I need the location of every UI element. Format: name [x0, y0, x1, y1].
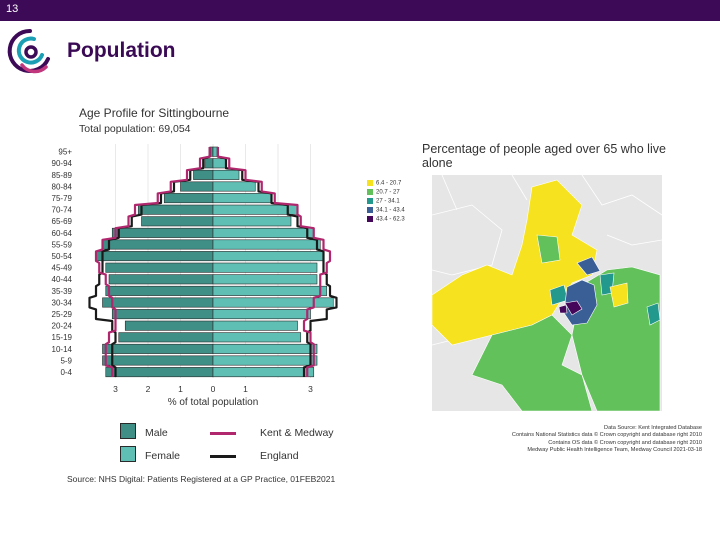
- y-tick-label: 5-9: [60, 356, 72, 365]
- y-tick-label: 55-59: [52, 240, 73, 249]
- bar-male: [124, 320, 214, 331]
- map-credit-line: Contains OS data © Crown copyright and d…: [548, 439, 702, 446]
- legend-male-swatch: [120, 423, 136, 439]
- bar-female: [212, 239, 321, 250]
- x-tick-label: 2: [146, 384, 151, 394]
- bar-male: [105, 367, 214, 378]
- pyramid-subtitle: Total population: 69,054: [79, 123, 191, 135]
- bar-female: [212, 262, 318, 273]
- legend-kent-medway-line: [210, 432, 236, 435]
- pyramid-title: Age Profile for Sittingbourne: [79, 106, 230, 120]
- bar-male: [102, 355, 214, 366]
- bar-female: [212, 320, 298, 331]
- line-england-right: [216, 147, 338, 377]
- y-tick-label: 45-49: [52, 264, 73, 273]
- y-tick-label: 10-14: [52, 345, 73, 354]
- map-legend: 6.4 - 20.7 20.7 - 27 27 - 34.1 34.1 - 43…: [367, 180, 417, 228]
- map-legend-item: 43.4 - 62.3: [367, 216, 405, 223]
- bar-male: [193, 169, 214, 180]
- map-legend-item: 27 - 34.1: [367, 198, 400, 205]
- bar-female: [212, 181, 256, 192]
- bar-male: [108, 274, 214, 285]
- y-tick-label: 75-79: [52, 194, 73, 203]
- bar-female: [212, 274, 318, 285]
- bar-female: [212, 193, 272, 204]
- map-credits: Data Source: Kent Integrated Database Co…: [462, 425, 702, 455]
- x-tick-label: 1: [243, 384, 248, 394]
- y-tick-label: 65-69: [52, 217, 73, 226]
- map-title: Percentage of people aged over 65 who li…: [422, 142, 666, 170]
- y-tick-label: 85-89: [52, 171, 73, 180]
- bar-male: [105, 285, 214, 296]
- bar-male: [102, 239, 214, 250]
- logo-icon: [7, 28, 50, 74]
- legend-female-swatch: [120, 446, 136, 462]
- y-tick-label: 20-24: [52, 322, 73, 331]
- map-legend-item: 20.7 - 27: [367, 189, 400, 196]
- bar-male: [163, 193, 214, 204]
- bar-male: [118, 332, 214, 343]
- bar-male: [95, 251, 214, 262]
- bar-male: [111, 227, 214, 238]
- bar-male: [105, 262, 214, 273]
- bar-male: [180, 181, 214, 192]
- page-title: Population: [67, 39, 176, 62]
- line-kent-medway-right: [216, 147, 332, 377]
- pyramid-source: Source: NHS Digital: Patients Registered…: [67, 474, 336, 484]
- bar-male: [111, 309, 214, 320]
- x-tick-label: 3: [113, 384, 118, 394]
- y-tick-label: 60-64: [52, 229, 73, 238]
- population-pyramid-chart: 0-4 5-9 10-14 15-19 20-24 25-29 30-34 35-39 40-4…: [52, 144, 338, 408]
- y-tick-label: 25-29: [52, 310, 73, 319]
- y-tick-label: 0-4: [60, 368, 72, 377]
- legend-female-label: Female: [145, 450, 181, 462]
- y-tick-label: 70-74: [52, 206, 73, 215]
- bar-female: [212, 367, 315, 378]
- bar-female: [212, 227, 315, 238]
- y-tick-label: 40-44: [52, 275, 73, 284]
- y-tick-label: 90-94: [52, 159, 73, 168]
- map-credit-line: Data Source: Kent Integrated Database: [604, 425, 702, 431]
- bar-female: [212, 309, 311, 320]
- bar-male: [204, 158, 214, 169]
- y-tick-label: 80-84: [52, 182, 73, 191]
- choropleth-map: [432, 175, 662, 411]
- y-tick-label: 30-34: [52, 298, 73, 307]
- bar-female: [212, 343, 318, 354]
- map-credit-line: Medway Public Health Intelligence Team, …: [527, 447, 702, 454]
- bar-male: [141, 216, 214, 227]
- x-tick-label: 0: [211, 384, 216, 394]
- map-legend-item: 6.4 - 20.7: [367, 180, 401, 187]
- bar-female: [212, 204, 298, 215]
- bar-female: [212, 251, 324, 262]
- bar-male: [102, 343, 214, 354]
- top-bar: 13: [0, 0, 720, 21]
- y-tick-label: 50-54: [52, 252, 73, 261]
- legend-kent-medway-label: Kent & Medway: [260, 427, 334, 439]
- x-tick-label: 1: [178, 384, 183, 394]
- y-tick-label: 35-39: [52, 287, 73, 296]
- x-axis-label: % of total population: [168, 397, 259, 408]
- map-credit-line: Contains National Statistics data © Crow…: [511, 432, 702, 439]
- legend-male-label: Male: [145, 427, 168, 439]
- bar-female: [212, 169, 240, 180]
- bar-female: [212, 332, 302, 343]
- map-legend-item: 34.1 - 43.4: [367, 207, 405, 214]
- y-tick-label: 95+: [58, 148, 72, 157]
- y-tick-label: 15-19: [52, 333, 73, 342]
- bar-female: [212, 158, 227, 169]
- bar-male: [102, 297, 214, 308]
- bar-female: [212, 297, 334, 308]
- bar-male: [137, 204, 214, 215]
- x-tick-label: 3: [308, 384, 313, 394]
- slide-number: 13: [6, 3, 19, 15]
- bar-female: [212, 216, 292, 227]
- line-england-left: [88, 147, 211, 377]
- bar-female: [212, 355, 318, 366]
- bar-female: [212, 285, 328, 296]
- line-kent-medway-left: [94, 147, 211, 377]
- legend-england-label: England: [260, 450, 299, 462]
- legend-england-line: [210, 455, 236, 458]
